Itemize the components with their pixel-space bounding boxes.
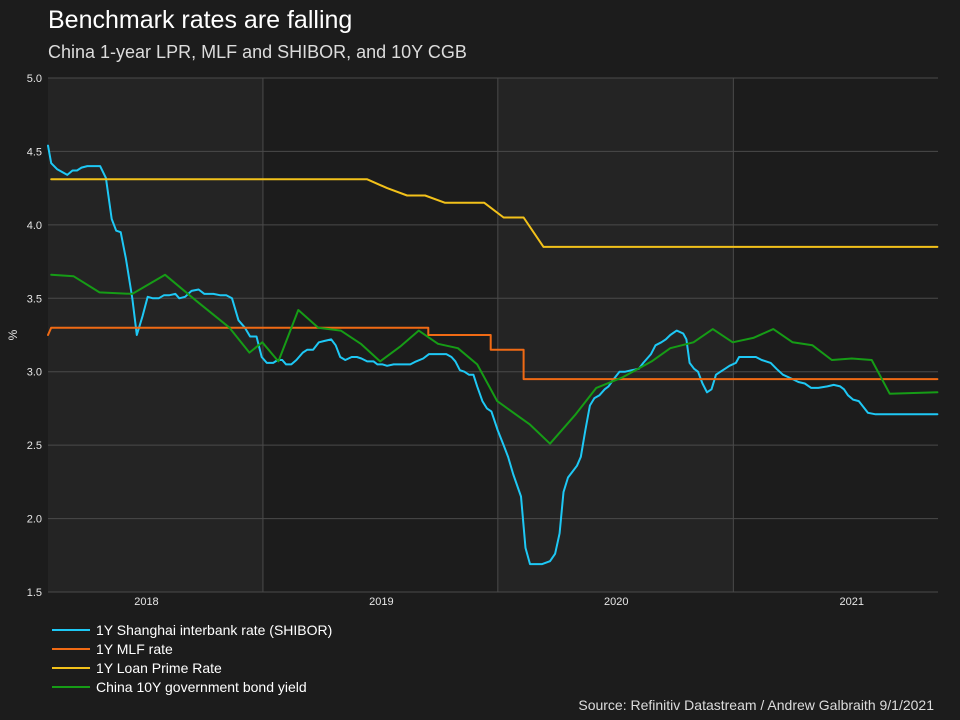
y-tick-label: 2.0 (27, 514, 42, 526)
series-line-2 (50, 178, 939, 248)
y-tick-label: 3.5 (27, 293, 42, 305)
x-tick-label: 2019 (369, 596, 393, 608)
chart-legend: 1Y Shanghai interbank rate (SHIBOR) 1Y M… (52, 620, 332, 696)
y-tick-label: 5.0 (27, 73, 42, 85)
legend-item-lpr: 1Y Loan Prime Rate (52, 658, 332, 677)
x-tick-label: 2018 (134, 596, 158, 608)
y-tick-label: 4.5 (27, 146, 42, 158)
source-note: Source: Refinitiv Datastream / Andrew Ga… (578, 697, 934, 713)
legend-item-shibor: 1Y Shanghai interbank rate (SHIBOR) (52, 620, 332, 639)
legend-label-shibor: 1Y Shanghai interbank rate (SHIBOR) (96, 621, 333, 638)
chart-title: Benchmark rates are falling (48, 6, 353, 34)
legend-swatch-shibor (52, 628, 90, 631)
x-tick-label: 2021 (840, 596, 864, 608)
y-axis-label: % (6, 329, 20, 340)
y-tick-label: 2.5 (27, 440, 42, 452)
legend-swatch-lpr (52, 666, 90, 669)
y-tick-label: 3.0 (27, 367, 42, 379)
year-band (48, 78, 263, 592)
y-tick-label: 1.5 (27, 587, 42, 599)
x-tick-label: 2020 (604, 596, 628, 608)
legend-label-cgb: China 10Y government bond yield (96, 678, 307, 695)
series-lines (47, 144, 939, 566)
axes: 1.5 2.0 2.5 3.0 3.5 4.0 4.5 5.0 2018 2019 2020 2021… (6, 73, 864, 608)
chart-subtitle: China 1-year LPR, MLF and SHIBOR, and 10… (48, 42, 467, 62)
legend-label-lpr: 1Y Loan Prime Rate (96, 659, 222, 676)
series-line-1 (47, 326, 939, 381)
legend-item-mlf: 1Y MLF rate (52, 639, 332, 658)
legend-item-cgb: China 10Y government bond yield (52, 677, 332, 696)
series-line-0 (47, 144, 939, 566)
series-line-3 (50, 273, 939, 445)
legend-swatch-mlf (52, 647, 90, 650)
y-tick-label: 4.0 (27, 220, 42, 232)
year-band (733, 78, 938, 592)
gridlines (48, 77, 938, 593)
legend-swatch-cgb (52, 685, 90, 688)
year-band (497, 78, 734, 592)
legend-label-mlf: 1Y MLF rate (96, 640, 173, 657)
year-shading (48, 78, 938, 592)
